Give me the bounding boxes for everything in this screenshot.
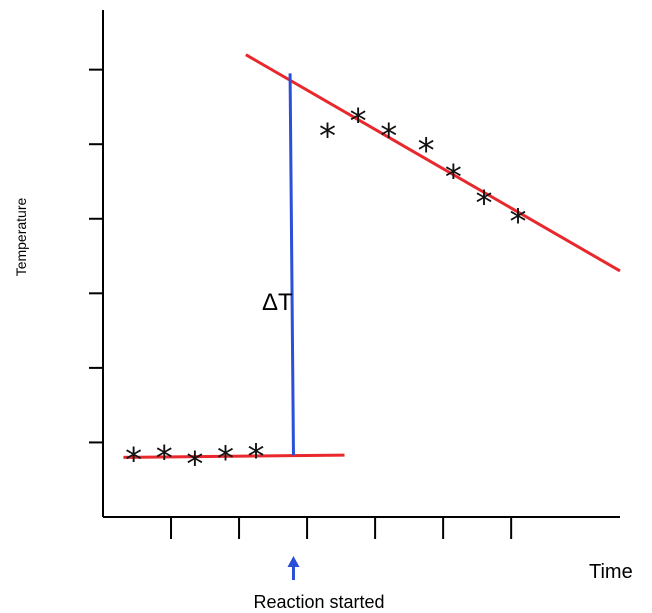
data-point-before-2: * bbox=[156, 438, 173, 478]
fit-lines bbox=[123, 53, 621, 459]
data-points: * * * * ** * * *** * bbox=[125, 101, 526, 484]
data-point-before-3: * bbox=[186, 444, 203, 484]
data-point-after-3: * bbox=[380, 116, 397, 156]
data-point-after-7: * bbox=[509, 202, 526, 242]
cooling-fit-line bbox=[245, 53, 621, 273]
data-point-after-1: * bbox=[319, 116, 336, 156]
data-point-after-5: * bbox=[445, 157, 462, 197]
data-point-before-4: * bbox=[217, 439, 234, 479]
data-point-after-2: * bbox=[350, 101, 367, 141]
data-point-after-4: * bbox=[418, 131, 435, 171]
reaction-started-label: Reaction started bbox=[253, 592, 384, 612]
data-point-before-5: * bbox=[248, 437, 265, 477]
tick-marks bbox=[89, 68, 513, 539]
y-axis-label: Temperature bbox=[13, 197, 29, 276]
x-axis-label: Time bbox=[589, 561, 633, 583]
delta-t-label: ΔT bbox=[262, 289, 293, 316]
axes bbox=[102, 10, 620, 518]
annotations bbox=[287, 73, 300, 580]
reaction-arrow-head bbox=[287, 556, 300, 567]
baseline-fit-line bbox=[123, 453, 345, 459]
delta-t-line bbox=[288, 73, 295, 456]
data-point-after-6: * bbox=[475, 183, 492, 223]
data-point-before-1: * bbox=[125, 441, 142, 481]
